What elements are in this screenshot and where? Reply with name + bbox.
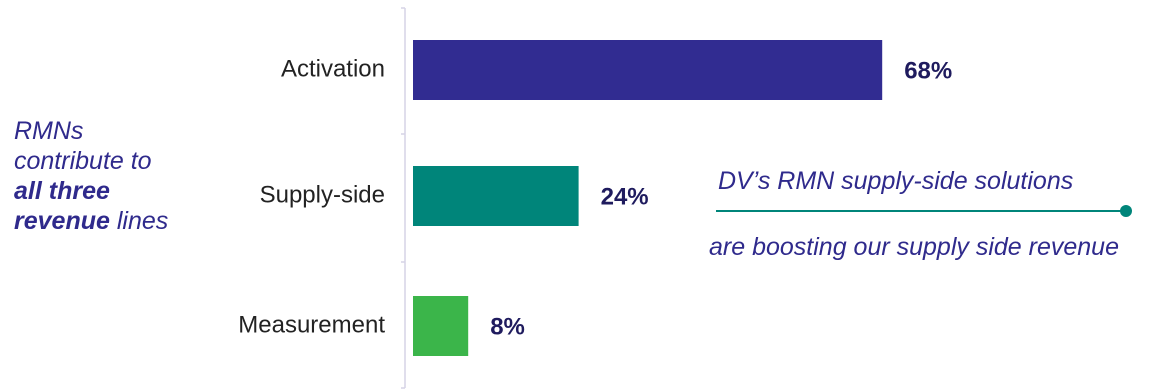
category-label-measurement: Measurement bbox=[238, 311, 385, 338]
callout-text-line-2: are boosting our supply side revenue bbox=[709, 233, 1119, 261]
category-label-activation: Activation bbox=[281, 55, 385, 82]
callout-text-line-1: DV’s RMN supply-side solutions bbox=[718, 167, 1074, 195]
left-annotation-line-1: RMNs bbox=[14, 117, 84, 145]
left-annotation-line-3: all three bbox=[14, 177, 110, 205]
left-annotation: RMNs contribute to all three revenue lin… bbox=[14, 116, 224, 236]
left-annotation-line-2: contribute to bbox=[14, 147, 152, 175]
callout-dot bbox=[1120, 205, 1132, 217]
bar-supply-side bbox=[413, 166, 579, 226]
left-annotation-line-4-bold: revenue bbox=[14, 207, 110, 235]
labels: Activation 68% Supply-side 24% Measurement 8% bbox=[238, 55, 952, 340]
bars bbox=[413, 40, 883, 356]
value-label-supply-side: 24% bbox=[601, 183, 649, 210]
value-label-activation: 68% bbox=[904, 57, 952, 84]
category-label-supply-side: Supply-side bbox=[260, 181, 385, 208]
bar-activation bbox=[413, 40, 883, 100]
y-axis bbox=[401, 7, 406, 389]
left-annotation-line-4-rest: lines bbox=[109, 207, 169, 235]
callout-connector bbox=[716, 205, 1132, 217]
bar-measurement bbox=[413, 296, 469, 356]
value-label-measurement: 8% bbox=[490, 313, 525, 340]
